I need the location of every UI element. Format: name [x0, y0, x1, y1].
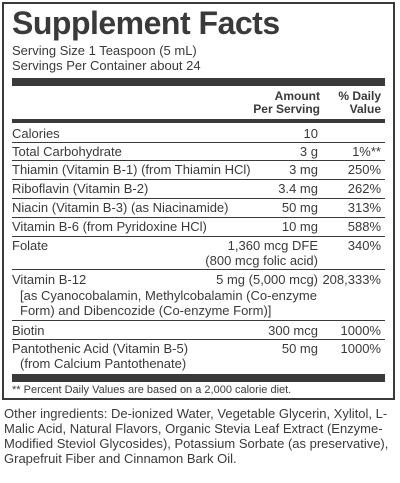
nutrient-name: Folate	[12, 238, 49, 253]
row-divider	[12, 269, 385, 270]
nutrient-amount: 10	[303, 126, 318, 141]
row-divider	[12, 217, 385, 218]
nutrient-daily-value: 208,333%	[322, 272, 381, 287]
nutrient-source-line: (from Calcium Pantothenate)	[20, 356, 187, 371]
nutrient-name: Vitamin B-12	[12, 272, 87, 287]
row-divider	[12, 179, 385, 180]
thick-divider	[12, 78, 385, 86]
nutrient-source-line: Form) and Dibencozide (Co-enzyme Form)]	[20, 303, 272, 318]
nutrient-name: Thiamin (Vitamin B-1) (from Thiamin HCl)	[12, 162, 251, 177]
nutrient-amount: 50 mg	[281, 341, 318, 356]
amount-header-line1: Amount	[274, 89, 320, 103]
row-divider	[12, 198, 385, 199]
nutrient-amount: 300 mcg	[268, 323, 318, 338]
nutrient-amount: 5 mg (5,000 mcg)	[216, 272, 318, 287]
nutrient-daily-value: 1000%	[340, 323, 381, 338]
amount-header: Amount Per Serving	[253, 90, 320, 116]
nutrient-name: Niacin (Vitamin B-3) (as Niacinamide)	[12, 200, 229, 215]
serving-size: Serving Size 1 Teaspoon (5 mL)	[12, 43, 197, 58]
row-divider	[12, 339, 385, 340]
nutrient-amount: 50 mg	[281, 200, 318, 215]
nutrient-name: Calories	[12, 126, 60, 141]
other-ingredients: Other ingredients: De-ionized Water, Veg…	[4, 406, 389, 466]
row-divider	[12, 320, 385, 321]
daily-value-header: % Daily Value	[338, 90, 381, 116]
nutrient-amount-detail: (800 mcg folic acid)	[205, 253, 318, 268]
row-divider	[12, 160, 385, 161]
nutrient-daily-value: 262%	[347, 181, 381, 196]
nutrient-amount: 1,360 mcg DFE	[227, 238, 318, 253]
supplement-facts-panel: Supplement Facts Serving Size 1 Teaspoon…	[2, 2, 395, 400]
nutrient-daily-value: 588%	[347, 219, 381, 234]
row-divider	[12, 236, 385, 237]
nutrient-daily-value: 313%	[347, 200, 381, 215]
nutrient-source-line: [as Cyanocobalamin, Methylcobalamin (Co-…	[20, 288, 317, 303]
nutrient-name: Total Carbohydrate	[12, 144, 122, 159]
nutrient-name: Pantothenic Acid (Vitamin B-5)	[12, 341, 189, 356]
nutrient-amount: 3 g	[299, 144, 318, 159]
amount-header-line2: Per Serving	[253, 102, 320, 116]
nutrient-daily-value: 1%**	[352, 144, 381, 159]
nutrient-amount: 3 mg	[289, 162, 318, 177]
header-divider	[12, 119, 385, 123]
thick-divider	[12, 374, 385, 382]
daily-value-header-line2: Value	[349, 102, 381, 116]
nutrient-name: Riboflavin (Vitamin B-2)	[12, 181, 149, 196]
footnote: ** Percent Daily Values are based on a 2…	[12, 384, 292, 396]
nutrient-daily-value: 1000%	[340, 341, 381, 356]
nutrient-amount: 3.4 mg	[278, 181, 318, 196]
nutrient-daily-value: 340%	[347, 238, 381, 253]
nutrient-amount: 10 mg	[281, 219, 318, 234]
panel-title: Supplement Facts	[12, 5, 280, 41]
servings-per-container: Servings Per Container about 24	[12, 58, 201, 73]
daily-value-header-line1: % Daily	[338, 89, 381, 103]
nutrient-daily-value: 250%	[347, 162, 381, 177]
row-divider	[12, 142, 385, 143]
nutrient-name: Biotin	[12, 323, 45, 338]
nutrient-name: Vitamin B-6 (from Pyridoxine HCl)	[12, 219, 207, 234]
